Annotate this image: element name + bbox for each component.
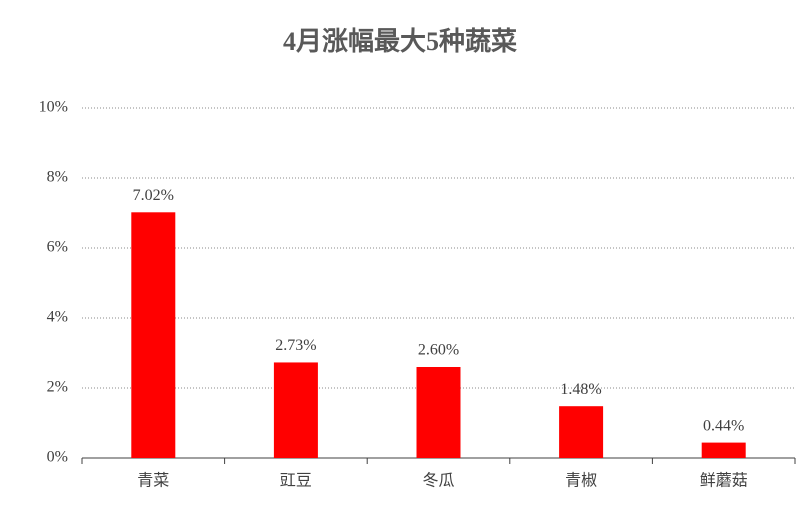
bar (131, 212, 176, 458)
data-label: 2.73% (275, 337, 316, 354)
data-label: 0.44% (703, 417, 744, 434)
x-tick-label: 冬瓜 (422, 472, 454, 490)
x-tick-label: 青椒 (565, 472, 597, 490)
y-tick-label: 10% (39, 99, 68, 116)
x-tick-label: 鲜蘑菇 (700, 472, 748, 490)
y-tick-label: 2% (47, 379, 68, 396)
y-tick-label: 6% (47, 239, 68, 256)
data-label: 1.48% (560, 381, 601, 398)
x-tick-label: 青菜 (137, 472, 169, 490)
bar (559, 406, 604, 458)
x-tick-label: 豇豆 (280, 473, 312, 490)
bar (273, 362, 318, 458)
bar (701, 442, 746, 458)
y-tick-label: 4% (47, 309, 68, 326)
data-label: 2.60% (418, 342, 459, 359)
data-label: 7.02% (133, 187, 174, 204)
y-tick-label: 0% (47, 449, 68, 466)
bar (416, 367, 461, 458)
chart-title: 4月涨幅最大5种蔬菜 (283, 27, 517, 56)
y-tick-label: 8% (47, 169, 68, 186)
